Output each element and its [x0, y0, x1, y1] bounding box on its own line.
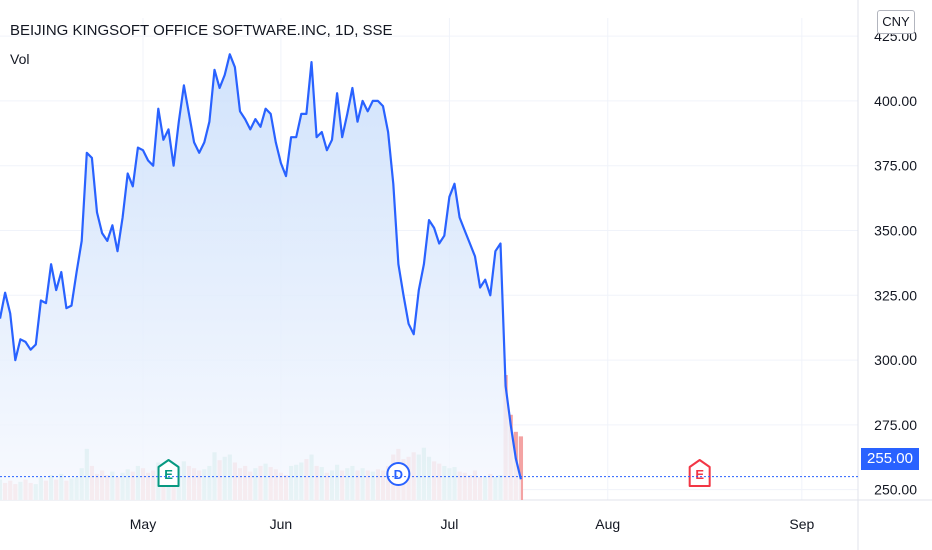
price-tick-label: 275.00 — [874, 417, 917, 433]
dividend-circle — [386, 462, 411, 486]
price-axis: 250.00 275.00 300.00 325.00 350.00 375.00 400.… — [874, 28, 917, 497]
price-tick-label: 250.00 — [874, 482, 917, 498]
event-marker-D[interactable]: D — [386, 462, 411, 486]
month-tick-label: May — [130, 516, 156, 532]
price-area — [0, 53, 522, 501]
last-price-badge: 255.00 — [861, 448, 919, 470]
month-tick-label: Aug — [595, 516, 620, 532]
time-axis: May Jun Jul Aug Sep — [130, 516, 815, 532]
month-tick-label: Jul — [440, 516, 458, 532]
volume-indicator-label[interactable]: Vol — [10, 51, 30, 67]
price-tick-label: 350.00 — [874, 222, 917, 238]
price-tick-label: 325.00 — [874, 287, 917, 303]
price-tick-label: 400.00 — [874, 93, 917, 109]
event-letter: D — [394, 467, 403, 482]
event-marker-E[interactable]: E — [688, 459, 711, 487]
earnings-shape — [688, 459, 711, 487]
volume-bar — [518, 436, 524, 500]
month-tick-label: Jun — [270, 516, 293, 532]
chart-title: BEIJING KINGSOFT OFFICE SOFTWARE.INC, 1D… — [10, 22, 393, 39]
event-letter: E — [695, 467, 704, 482]
price-area-fill — [0, 54, 521, 501]
price-tick-label: 375.00 — [874, 158, 917, 174]
price-line — [0, 53, 522, 480]
earnings-shape — [157, 459, 180, 487]
currency-button[interactable]: CNY — [877, 10, 915, 34]
month-tick-label: Sep — [789, 516, 814, 532]
price-tick-label: 300.00 — [874, 352, 917, 368]
event-letter: E — [164, 467, 173, 482]
event-marker-E[interactable]: E — [157, 459, 180, 487]
